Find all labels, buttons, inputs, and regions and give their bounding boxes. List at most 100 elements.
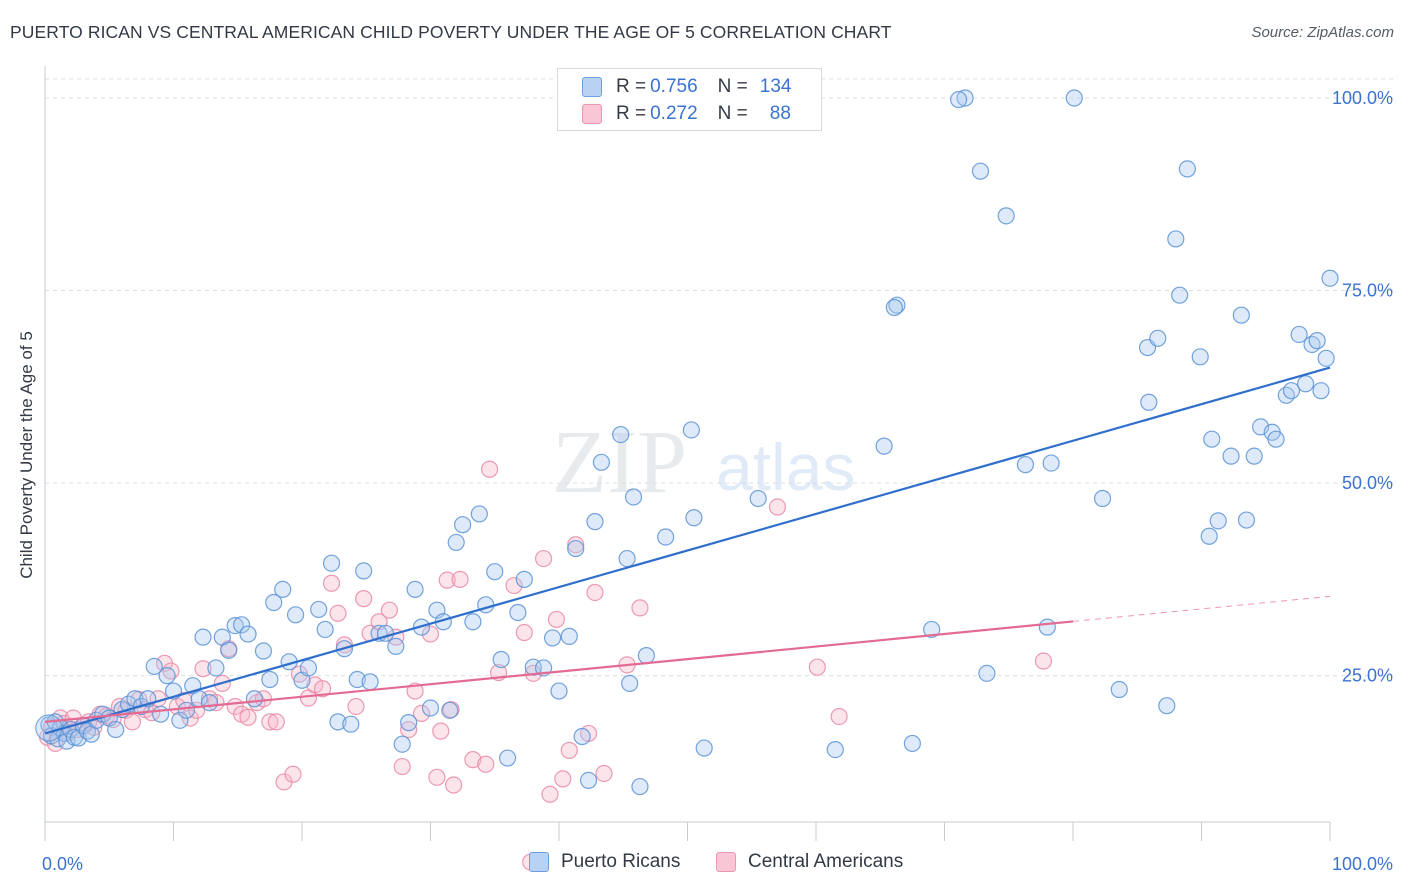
point-puerto-ricans — [239, 625, 257, 643]
point-central-americans — [560, 741, 578, 759]
point-puerto-ricans — [657, 528, 675, 546]
point-puerto-ricans — [499, 749, 517, 767]
source-label: Source: ZipAtlas.com — [1251, 24, 1394, 41]
watermark-atlas: atlas — [716, 430, 855, 504]
legend-row-puerto-ricans: R = 0.756 N = 134 — [582, 75, 791, 99]
point-puerto-ricans — [1209, 512, 1227, 530]
series-puerto-ricans — [35, 89, 1339, 796]
point-puerto-ricans — [226, 616, 244, 635]
trend-lines — [44, 366, 1331, 735]
point-central-americans — [768, 498, 787, 516]
point-central-americans — [239, 708, 257, 726]
point-central-americans — [534, 549, 553, 568]
point-puerto-ricans — [177, 701, 195, 719]
point-central-americans — [421, 625, 440, 643]
point-central-americans — [347, 697, 365, 716]
point-puerto-ricans — [274, 580, 292, 598]
point-puerto-ricans — [1232, 306, 1250, 324]
point-central-americans — [554, 770, 572, 788]
point-puerto-ricans — [888, 296, 906, 314]
point-puerto-ricans — [1140, 393, 1158, 411]
point-puerto-ricans — [152, 705, 170, 723]
point-puerto-ricans — [261, 670, 279, 689]
point-puerto-ricans — [470, 505, 488, 523]
legend-row-central-americans: R = 0.272 N = 88 — [582, 102, 791, 126]
point-central-americans — [194, 660, 212, 678]
point-puerto-ricans — [624, 488, 643, 506]
legend-item-puerto-ricans[interactable]: Puerto Ricans — [529, 851, 680, 873]
point-puerto-ricans — [233, 616, 251, 634]
point-central-americans — [355, 590, 373, 608]
point-central-americans — [547, 610, 566, 629]
point-central-americans — [428, 768, 446, 786]
point-puerto-ricans — [342, 715, 360, 733]
watermark: ZIP atlas — [552, 413, 855, 512]
point-puerto-ricans — [447, 533, 465, 552]
legend-r-value: 0.272 — [650, 103, 698, 124]
point-puerto-ricans — [286, 606, 305, 624]
point-puerto-ricans — [573, 727, 591, 746]
point-puerto-ricans — [387, 637, 405, 655]
point-puerto-ricans — [1178, 160, 1196, 178]
x-tick-label: 100.0% — [1332, 854, 1393, 874]
point-puerto-ricans — [400, 714, 418, 732]
point-puerto-ricans — [826, 740, 844, 759]
point-central-americans — [306, 676, 324, 694]
point-puerto-ricans — [682, 421, 700, 439]
point-puerto-ricans — [1222, 447, 1240, 465]
point-puerto-ricans — [637, 647, 655, 665]
tick-labels: 25.0% 50.0% 75.0% 100.0% 0.0% 100.0% — [42, 88, 1393, 874]
legend-n-label: N = — [717, 103, 748, 124]
point-central-americans — [541, 785, 559, 803]
point-puerto-ricans — [515, 570, 533, 588]
point-puerto-ricans — [592, 453, 611, 471]
point-puerto-ricans — [1317, 349, 1335, 367]
y-tick-label: 100.0% — [1332, 88, 1393, 108]
point-puerto-ricans — [567, 539, 585, 558]
point-puerto-ricans — [1282, 382, 1301, 400]
point-puerto-ricans — [978, 664, 996, 682]
legend-n-label: N = — [717, 76, 748, 97]
point-puerto-ricans — [1312, 382, 1330, 400]
point-puerto-ricans — [1277, 386, 1295, 404]
axes — [44, 66, 1331, 841]
chart-title: PUERTO RICAN VS CENTRAL AMERICAN CHILD P… — [10, 22, 892, 42]
point-puerto-ricans — [1245, 447, 1263, 465]
point-central-americans — [438, 571, 456, 589]
legend-swatch-pink — [716, 852, 736, 872]
watermark-zip: ZIP — [552, 413, 687, 512]
point-puerto-ricans — [997, 207, 1015, 225]
point-puerto-ricans — [1237, 511, 1256, 529]
legend-r-value: 0.756 — [650, 76, 698, 97]
point-puerto-ricans — [254, 642, 273, 660]
point-puerto-ricans — [299, 659, 318, 677]
point-puerto-ricans — [464, 613, 482, 631]
legend-n-value: 134 — [759, 76, 792, 97]
point-central-americans — [631, 599, 649, 617]
point-puerto-ricans — [1290, 325, 1308, 344]
point-puerto-ricans — [158, 667, 176, 685]
point-puerto-ricans — [421, 699, 440, 717]
y-tick-label: 25.0% — [1342, 666, 1393, 686]
point-puerto-ricans — [685, 509, 703, 527]
point-puerto-ricans — [543, 629, 562, 647]
legend-swatch-pink — [582, 104, 602, 124]
point-puerto-ricans — [245, 690, 264, 708]
series-legend: Puerto Ricans Central Americans — [0, 851, 1406, 877]
point-puerto-ricans — [509, 603, 527, 622]
point-central-americans — [567, 536, 585, 554]
point-puerto-ricans — [1267, 430, 1285, 448]
point-puerto-ricans — [971, 162, 990, 180]
point-puerto-ricans — [1171, 286, 1189, 304]
legend-item-central-americans[interactable]: Central Americans — [716, 851, 903, 873]
point-puerto-ricans — [885, 298, 903, 317]
point-central-americans — [808, 658, 826, 676]
legend-swatch-blue — [529, 852, 549, 872]
point-puerto-ricans — [107, 720, 125, 739]
point-puerto-ricans — [586, 513, 604, 531]
trend-line-central-americans-dashed — [1072, 595, 1331, 622]
legend-r-label: R = — [616, 76, 647, 97]
point-central-americans — [412, 704, 431, 723]
point-puerto-ricans — [200, 694, 219, 712]
